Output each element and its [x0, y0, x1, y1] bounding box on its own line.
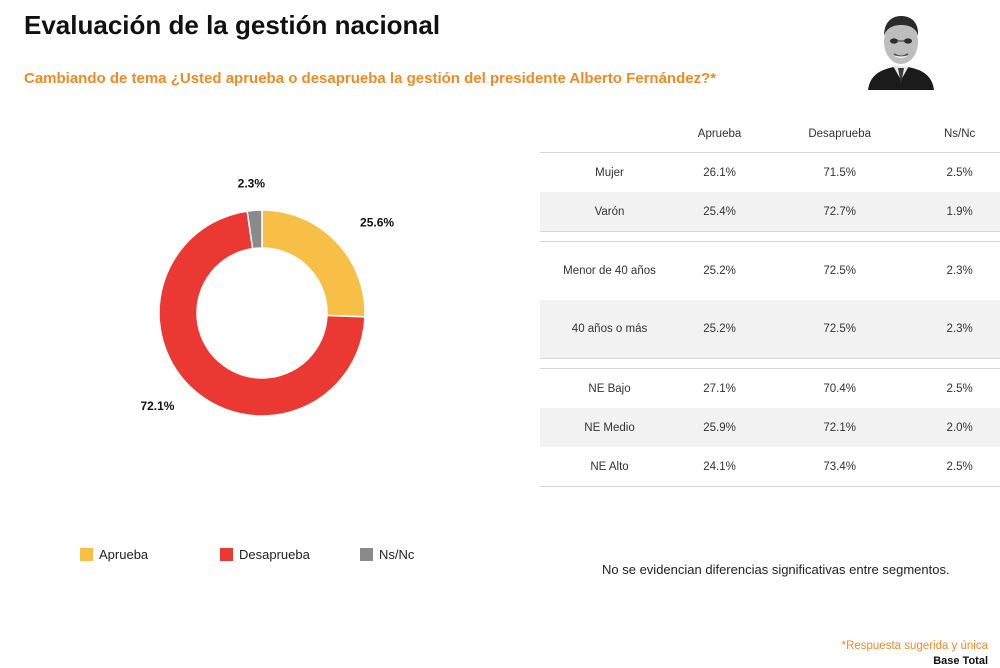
footnote-base: Base Total	[933, 655, 988, 667]
segments-table: Aprueba Desaprueba Ns/Nc Mujer 26.1% 71.…	[540, 116, 1000, 487]
table-row: NE Medio 25.9% 72.1% 2.0%	[540, 408, 1000, 447]
value-desaprueba: 72.1%	[760, 408, 920, 447]
header-desaprueba: Desaprueba	[808, 128, 871, 140]
table-row: Mujer 26.1% 71.5% 2.5%	[540, 152, 1000, 192]
value-desaprueba: 70.4%	[760, 368, 920, 408]
legend-item-nsnc: Ns/Nc	[360, 547, 414, 562]
president-portrait	[868, 16, 934, 90]
table-row: NE Alto 24.1% 73.4% 2.5%	[540, 447, 1000, 487]
table-row: NE Bajo 27.1% 70.4% 2.5%	[540, 368, 1000, 408]
value-aprueba: 25.2%	[679, 300, 761, 359]
legend-swatch-nsnc	[360, 548, 373, 561]
value-aprueba: 26.1%	[679, 152, 761, 192]
value-nsnc: 2.0%	[919, 408, 1000, 447]
header-segment	[540, 116, 679, 153]
legend-label-aprueba: Aprueba	[99, 547, 149, 562]
slice-desaprueba	[158, 210, 366, 417]
segment-label: Mujer	[540, 152, 680, 192]
value-desaprueba: 72.5%	[760, 241, 920, 300]
segment-label: 40 años o más	[540, 300, 680, 359]
value-aprueba: 25.9%	[679, 408, 761, 447]
segment-label: NE Bajo	[540, 368, 680, 408]
label-nsnc: 2.3%	[238, 176, 266, 190]
value-nsnc: 2.5%	[919, 152, 1000, 192]
question-subtitle: Cambiando de tema ¿Usted aprueba o desap…	[24, 70, 717, 87]
value-aprueba: 25.2%	[679, 241, 761, 300]
value-nsnc: 1.9%	[919, 192, 1000, 232]
legend-swatch-desaprueba	[220, 548, 233, 561]
legend-item-desaprueba: Desaprueba	[220, 547, 310, 562]
legend-swatch-aprueba	[80, 548, 93, 561]
page-title: Evaluación de la gestión nacional	[24, 10, 441, 40]
value-desaprueba: 73.4%	[760, 447, 920, 487]
label-desaprueba: 72.1%	[140, 399, 174, 413]
table-group-divider	[540, 358, 1000, 369]
value-nsnc: 2.5%	[919, 447, 1000, 487]
table-row: Menor de 40 años 25.2% 72.5% 2.3%	[540, 241, 1000, 300]
legend-label-nsnc: Ns/Nc	[379, 547, 415, 562]
value-aprueba: 27.1%	[679, 368, 761, 408]
segment-label: NE Medio	[540, 408, 680, 447]
segments-note: No se evidencian diferencias significati…	[602, 562, 950, 577]
value-aprueba: 25.4%	[679, 192, 761, 232]
value-aprueba: 24.1%	[679, 447, 761, 487]
donut-svg: 25.6% 72.1% 2.3%	[140, 176, 394, 417]
slice-nsnc	[246, 209, 263, 250]
table-group-divider	[540, 231, 1000, 242]
slice-aprueba	[261, 209, 366, 318]
segment-label: Varón	[540, 192, 680, 232]
header-aprueba: Aprueba	[697, 128, 742, 140]
footnote-respuesta: *Respuesta sugerida y única	[841, 640, 988, 652]
value-nsnc: 2.3%	[919, 300, 1000, 359]
value-nsnc: 2.5%	[919, 368, 1000, 408]
value-desaprueba: 72.7%	[760, 192, 920, 232]
segment-label: NE Alto	[540, 447, 680, 487]
legend-item-aprueba: Aprueba	[80, 547, 148, 562]
value-desaprueba: 71.5%	[760, 152, 920, 192]
value-desaprueba: 72.5%	[760, 300, 920, 359]
label-aprueba: 25.6%	[360, 215, 394, 229]
table-header-row: Aprueba Desaprueba Ns/Nc	[540, 116, 1000, 153]
segment-label: Menor de 40 años	[540, 241, 680, 300]
value-nsnc: 2.3%	[919, 241, 1000, 300]
legend-label-desaprueba: Desaprueba	[239, 547, 310, 562]
table-row: Varón 25.4% 72.7% 1.9%	[540, 192, 1000, 232]
header-nsnc: Ns/Nc	[944, 128, 976, 140]
chart-legend: Aprueba Desaprueba Ns/Nc	[80, 547, 440, 565]
table-row: 40 años o más 25.2% 72.5% 2.3%	[540, 300, 1000, 359]
donut-chart: 25.6% 72.1% 2.3%	[140, 176, 394, 440]
